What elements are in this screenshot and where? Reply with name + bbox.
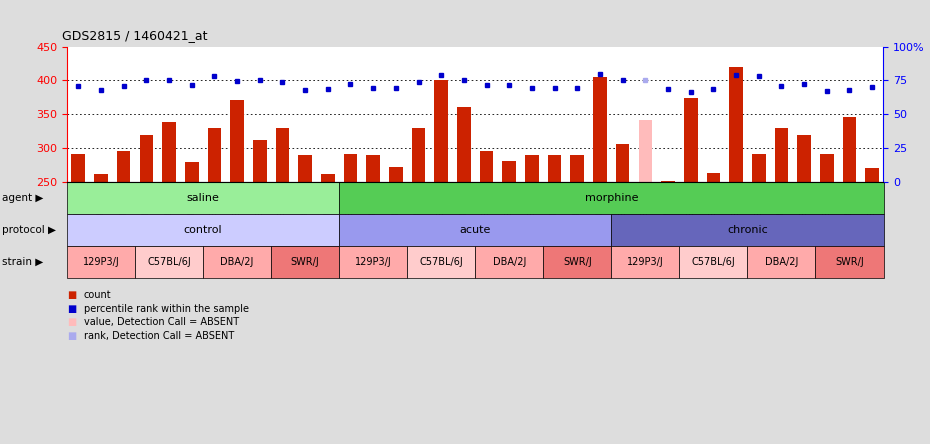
Text: 129P3/J: 129P3/J [627,257,664,266]
Bar [275,127,289,182]
Bar [865,168,879,182]
Bar [639,119,652,182]
Bar [389,167,403,182]
Text: value, Detection Call = ABSENT: value, Detection Call = ABSENT [84,317,239,327]
Text: control: control [184,225,222,234]
Bar [339,214,611,246]
Bar [548,155,562,182]
Bar [502,161,516,182]
Bar [344,154,357,182]
Bar [339,246,407,278]
Bar [339,182,884,214]
Text: rank, Detection Call = ABSENT: rank, Detection Call = ABSENT [84,330,234,341]
Bar [366,155,380,182]
Text: ■: ■ [67,304,76,314]
Bar [729,67,743,182]
Bar [162,122,176,182]
Bar [253,140,267,182]
Bar [67,214,339,246]
Text: C57BL/6J: C57BL/6J [419,257,463,266]
Text: agent ▶: agent ▶ [2,193,43,202]
Text: chronic: chronic [727,225,768,234]
Bar [94,174,108,182]
Bar [611,214,884,246]
Text: strain ▶: strain ▶ [2,257,43,266]
Text: percentile rank within the sample: percentile rank within the sample [84,304,248,314]
Text: saline: saline [187,193,219,202]
Bar [185,162,198,182]
Bar [570,155,584,182]
Text: ■: ■ [67,330,76,341]
Bar [407,246,475,278]
Bar [321,174,335,182]
Text: acute: acute [459,225,491,234]
Bar [412,127,425,182]
Bar [299,155,312,182]
Bar [679,246,748,278]
Text: GDS2815 / 1460421_at: GDS2815 / 1460421_at [62,29,207,42]
Text: DBA/2J: DBA/2J [220,257,254,266]
Bar [434,80,448,182]
Text: morphine: morphine [585,193,638,202]
Text: SWR/J: SWR/J [835,257,864,266]
Bar [72,154,86,182]
Bar [543,246,611,278]
Text: ■: ■ [67,317,76,327]
Text: ■: ■ [67,290,76,300]
Text: SWR/J: SWR/J [291,257,320,266]
Bar [684,98,698,182]
Text: 129P3/J: 129P3/J [83,257,119,266]
Text: count: count [84,290,112,300]
Bar [231,100,244,182]
Bar [67,246,135,278]
Bar [475,246,543,278]
Text: protocol ▶: protocol ▶ [2,225,56,234]
Bar [843,118,857,182]
Bar [203,246,272,278]
Bar [135,246,203,278]
Text: DBA/2J: DBA/2J [493,257,526,266]
Bar [752,154,765,182]
Bar [820,154,833,182]
Bar [748,246,816,278]
Bar [272,246,339,278]
Text: DBA/2J: DBA/2J [764,257,798,266]
Text: C57BL/6J: C57BL/6J [692,257,736,266]
Bar [480,151,494,182]
Bar [611,246,679,278]
Bar [67,182,339,214]
Bar [797,135,811,182]
Text: SWR/J: SWR/J [563,257,591,266]
Bar [457,107,471,182]
Bar [593,77,606,182]
Text: 129P3/J: 129P3/J [354,257,392,266]
Bar [661,181,675,182]
Bar [707,173,720,182]
Bar [525,155,538,182]
Bar [816,246,884,278]
Bar [775,127,789,182]
Text: C57BL/6J: C57BL/6J [147,257,191,266]
Bar [117,151,130,182]
Bar [140,135,153,182]
Bar [616,144,630,182]
Bar [207,127,221,182]
